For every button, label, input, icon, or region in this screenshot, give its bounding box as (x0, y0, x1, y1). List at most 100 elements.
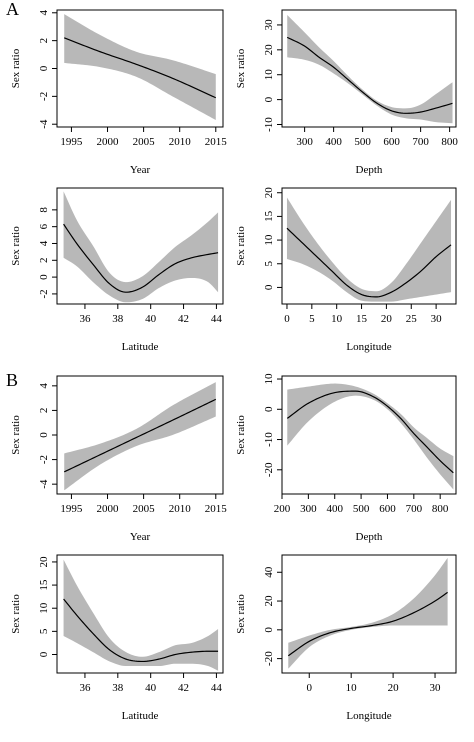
y-tick-label: 0 (38, 651, 50, 657)
fitted-line (286, 227, 452, 298)
x-tick-label: 0 (284, 313, 290, 325)
chart-panel-1: 1995 2000 2005 2010 2015 -4 -2 0 2 4 Year Sex ratio (10, 9, 228, 176)
y-axis-title: Sex ratio (235, 48, 247, 88)
x-tick-label: 20 (381, 313, 393, 325)
x-tick-label: 800 (432, 503, 449, 515)
y-tick-label: 10 (263, 373, 275, 385)
y-tick-label: 30 (263, 19, 275, 31)
x-tick-label: 10 (331, 313, 343, 325)
x-tick-label: 30 (431, 313, 443, 325)
x-tick-label: 44 (211, 682, 223, 694)
x-tick-label: 5 (309, 313, 315, 325)
y-tick-label: 0 (263, 406, 275, 412)
x-tick-label: 40 (145, 313, 157, 325)
y-tick-label: 5 (263, 261, 275, 267)
y-tick-label: 40 (263, 566, 275, 578)
y-tick-label: 2 (38, 408, 50, 414)
x-tick-label: 2005 (133, 503, 156, 515)
x-tick-label: 1995 (60, 136, 83, 148)
y-tick-label: -2 (38, 455, 50, 464)
chart-panel-3: 36 38 40 42 44 -2 0 2 4 6 8 Latitude Sex ratio (10, 187, 224, 353)
x-tick-label: 44 (211, 313, 223, 325)
x-axis-title: Depth (356, 164, 383, 176)
panel-label-a: A (6, 0, 19, 19)
x-axis-title: Depth (356, 531, 383, 543)
y-axis-title: Sex ratio (10, 415, 22, 455)
y-tick-label: 20 (263, 44, 275, 56)
x-tick-label: 1995 (60, 503, 83, 515)
y-tick-label: -4 (38, 119, 50, 129)
y-tick-label: 4 (38, 240, 50, 246)
y-axis-title: Sex ratio (10, 594, 22, 634)
y-axis-title: Sex ratio (235, 226, 247, 266)
fitted-line (63, 598, 219, 663)
y-tick-label: 0 (38, 274, 50, 280)
plot-frame (281, 187, 457, 305)
plot-frame (281, 9, 457, 128)
x-tick-label: 36 (79, 682, 91, 694)
x-axis-title: Longitude (346, 710, 391, 722)
plot-frame (281, 554, 457, 674)
x-tick-label: 500 (353, 503, 370, 515)
confidence-band (63, 559, 219, 671)
y-tick-label: 4 (38, 383, 50, 389)
chart-panel-6: 200 300 400 500 600 700 800 -20 -10 0 10 Depth Sex r… (235, 373, 457, 543)
y-tick-label: 0 (263, 627, 275, 633)
y-tick-label: -20 (263, 462, 275, 477)
x-tick-label: 400 (325, 136, 342, 148)
x-tick-label: 300 (296, 136, 313, 148)
y-tick-label: -2 (38, 289, 50, 298)
y-tick-label: 2 (38, 258, 50, 264)
plot-frame (56, 554, 224, 674)
x-tick-label: 500 (354, 136, 371, 148)
plot-frame (56, 187, 224, 305)
y-tick-label: -10 (263, 432, 275, 447)
x-tick-label: 36 (79, 313, 91, 325)
x-tick-label: 700 (406, 503, 423, 515)
chart-panel-5: 1995 2000 2005 2010 2015 -4 -2 0 2 4 Year Sex ratio (10, 375, 228, 543)
y-tick-label: -20 (263, 651, 275, 666)
x-tick-label: 2010 (169, 503, 192, 515)
x-tick-label: 38 (112, 682, 124, 694)
x-tick-label: 600 (383, 136, 400, 148)
x-tick-label: 2005 (133, 136, 156, 148)
x-tick-label: 600 (379, 503, 396, 515)
y-axis-title: Sex ratio (10, 226, 22, 266)
confidence-band (287, 383, 454, 490)
y-tick-label: 15 (263, 210, 275, 222)
y-tick-label: 4 (38, 10, 50, 16)
x-tick-label: 0 (307, 682, 313, 694)
y-axis-title: Sex ratio (235, 594, 247, 634)
x-tick-label: 800 (441, 136, 458, 148)
x-tick-label: 10 (346, 682, 358, 694)
confidence-band (287, 14, 453, 124)
y-tick-label: 0 (263, 284, 275, 290)
x-tick-label: 2000 (97, 503, 120, 515)
x-tick-label: 25 (406, 313, 418, 325)
x-axis-title: Latitude (122, 341, 159, 353)
x-axis-title: Year (130, 531, 151, 543)
x-tick-label: 2015 (205, 136, 228, 148)
fitted-line (64, 37, 217, 99)
chart-panel-4: 0 5 10 15 20 25 30 0 5 10 15 20 Longitude Sex ratio (235, 187, 457, 353)
y-tick-label: 8 (38, 207, 50, 213)
panel-label-b: B (6, 370, 19, 390)
confidence-band (63, 191, 219, 303)
y-tick-label: 10 (263, 69, 275, 81)
x-tick-label: 42 (178, 682, 189, 694)
x-tick-label: 2015 (205, 503, 228, 515)
y-tick-label: 20 (263, 595, 275, 607)
y-tick-label: 0 (38, 65, 50, 71)
y-tick-label: -10 (263, 117, 275, 132)
x-tick-label: 300 (300, 503, 317, 515)
chart-panel-7: 36 38 40 42 44 0 5 10 15 20 Latitude Sex ratio (10, 554, 224, 722)
x-tick-label: 42 (178, 313, 189, 325)
y-tick-label: 20 (38, 556, 50, 568)
x-tick-label: 38 (112, 313, 124, 325)
fitted-line (63, 398, 217, 473)
fitted-line (287, 591, 448, 657)
x-tick-label: 2010 (169, 136, 192, 148)
plot-frame (281, 375, 457, 495)
confidence-band (64, 14, 216, 121)
